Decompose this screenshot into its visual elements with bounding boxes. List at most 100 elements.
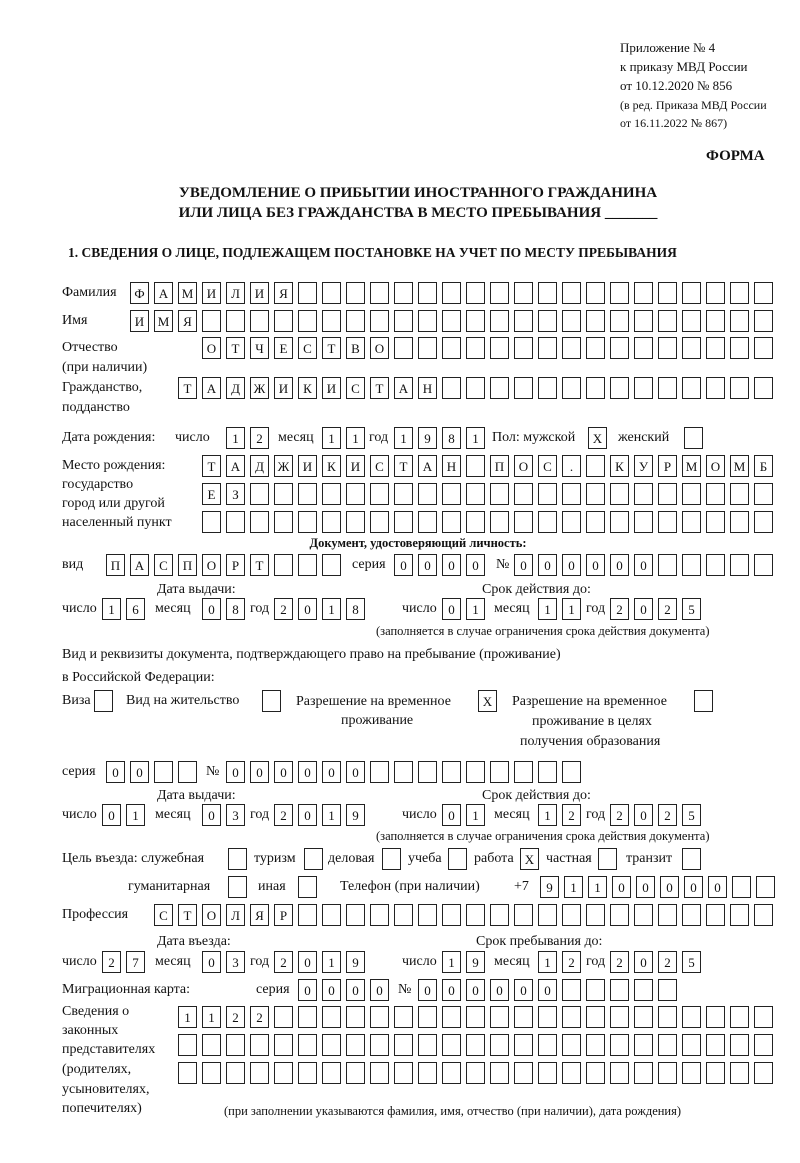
char-box[interactable]: 7 [126,951,145,973]
char-box[interactable] [730,1006,749,1028]
char-box[interactable]: 2 [226,1006,245,1028]
char-box[interactable] [298,1034,317,1056]
char-box[interactable] [466,310,485,332]
char-box[interactable]: 0 [612,876,631,898]
char-box[interactable] [490,310,509,332]
char-box[interactable]: К [610,455,629,477]
char-box[interactable] [226,310,245,332]
char-box[interactable] [418,511,437,533]
char-box[interactable]: Л [226,282,245,304]
char-box[interactable]: 2 [658,804,677,826]
char-box[interactable] [610,282,629,304]
char-box[interactable]: 5 [682,804,701,826]
char-box[interactable] [586,1062,605,1084]
char-box[interactable] [370,1062,389,1084]
char-box[interactable] [706,337,725,359]
char-box[interactable] [370,483,389,505]
char-box[interactable]: И [346,455,365,477]
char-box[interactable]: 0 [322,761,341,783]
char-box[interactable] [658,1062,677,1084]
char-box[interactable] [562,1034,581,1056]
char-box[interactable] [490,1006,509,1028]
char-box[interactable] [346,1006,365,1028]
char-box[interactable]: Я [250,904,269,926]
char-box[interactable]: О [370,337,389,359]
char-box[interactable] [274,310,293,332]
char-box[interactable]: 0 [684,876,703,898]
char-box[interactable]: 1 [178,1006,197,1028]
char-box[interactable]: Ж [274,455,293,477]
char-box[interactable] [490,904,509,926]
char-box[interactable]: Я [274,282,293,304]
char-box[interactable]: П [178,554,197,576]
char-box[interactable]: 0 [102,804,121,826]
char-box[interactable] [538,904,557,926]
char-box[interactable] [466,761,485,783]
char-box[interactable] [538,1062,557,1084]
char-box[interactable] [394,761,413,783]
char-box[interactable]: 1 [466,427,485,449]
char-box[interactable] [658,282,677,304]
char-box[interactable] [634,310,653,332]
char-box[interactable] [394,511,413,533]
char-box[interactable] [394,337,413,359]
char-box[interactable] [322,511,341,533]
char-box[interactable]: 9 [418,427,437,449]
char-box[interactable]: 0 [442,598,461,620]
char-box[interactable] [94,690,113,712]
char-box[interactable] [610,1006,629,1028]
char-box[interactable] [394,1006,413,1028]
char-box[interactable] [562,979,581,1001]
char-box[interactable]: М [154,310,173,332]
char-box[interactable]: 8 [226,598,245,620]
char-box[interactable]: 0 [106,761,125,783]
char-box[interactable]: И [250,282,269,304]
char-box[interactable] [514,310,533,332]
char-box[interactable]: 9 [540,876,559,898]
char-box[interactable]: О [202,554,221,576]
char-box[interactable]: 0 [562,554,581,576]
char-box[interactable] [562,282,581,304]
char-box[interactable] [610,1034,629,1056]
char-box[interactable] [490,511,509,533]
char-box[interactable]: 2 [610,598,629,620]
char-box[interactable] [586,904,605,926]
char-box[interactable]: 0 [394,554,413,576]
char-box[interactable] [346,1062,365,1084]
char-box[interactable]: 0 [346,979,365,1001]
char-box[interactable]: 0 [490,979,509,1001]
char-box[interactable] [178,761,197,783]
char-box[interactable] [202,1034,221,1056]
char-box[interactable]: 0 [202,804,221,826]
char-box[interactable] [442,337,461,359]
char-box[interactable] [466,282,485,304]
char-box[interactable] [322,282,341,304]
char-box[interactable] [658,904,677,926]
char-box[interactable]: Я [178,310,197,332]
char-box[interactable] [562,310,581,332]
char-box[interactable] [586,483,605,505]
char-box[interactable] [346,1034,365,1056]
char-box[interactable] [658,979,677,1001]
char-box[interactable] [754,511,773,533]
char-box[interactable] [298,1006,317,1028]
char-box[interactable] [610,310,629,332]
char-box[interactable] [706,904,725,926]
char-box[interactable] [682,1062,701,1084]
char-box[interactable]: 0 [466,554,485,576]
char-box[interactable] [202,1062,221,1084]
char-box[interactable] [250,1062,269,1084]
char-box[interactable] [418,1062,437,1084]
char-box[interactable] [658,337,677,359]
char-box[interactable]: X [588,427,607,449]
char-box[interactable] [682,310,701,332]
char-box[interactable] [706,511,725,533]
char-box[interactable]: А [202,377,221,399]
char-box[interactable] [418,904,437,926]
char-box[interactable]: 2 [102,951,121,973]
char-box[interactable]: 1 [394,427,413,449]
char-box[interactable] [226,511,245,533]
char-box[interactable] [634,377,653,399]
char-box[interactable] [370,310,389,332]
char-box[interactable] [562,337,581,359]
